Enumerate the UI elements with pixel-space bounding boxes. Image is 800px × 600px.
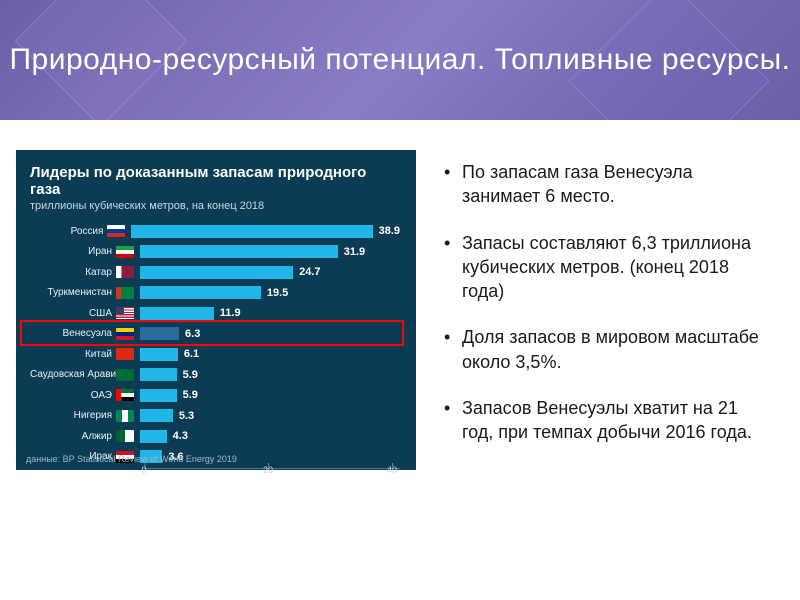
flag-icon xyxy=(116,328,134,340)
axis-tick: 0 xyxy=(141,465,146,475)
flag-icon xyxy=(116,246,134,258)
bar-country-label: Катар xyxy=(30,267,116,278)
bar-row: Катар 24.7 xyxy=(30,263,400,281)
chart-x-axis: 0 20 40 xyxy=(144,468,400,484)
bar-row: Китай 6.1 xyxy=(30,345,400,363)
flag-icon xyxy=(116,307,134,319)
bar-country-label: Туркменистан xyxy=(30,287,116,298)
flag-icon xyxy=(116,410,134,422)
slide-header: Природно-ресурсный потенциал. Топливные … xyxy=(0,0,800,120)
bar xyxy=(140,286,261,299)
bar-row: Нигерия 5.3 xyxy=(30,407,400,425)
flag-icon xyxy=(116,389,134,401)
bar-row: США 11.9 xyxy=(30,304,400,322)
bar-wrap: 38.9 xyxy=(131,222,400,240)
bar xyxy=(140,348,178,361)
bar xyxy=(140,266,293,279)
bar-wrap: 24.7 xyxy=(140,263,400,281)
bar-row: ОАЭ 5.9 xyxy=(30,386,400,404)
bar xyxy=(140,327,179,340)
bar-value: 5.9 xyxy=(183,369,198,381)
bar-value: 6.1 xyxy=(184,348,199,360)
bullet-list: По запасам газа Венесуэла занимает 6 мес… xyxy=(444,160,770,445)
flag-icon xyxy=(116,369,134,381)
bar-country-label: Венесуэла xyxy=(30,328,116,339)
bar xyxy=(140,389,177,402)
chart-source: данные: BP Statistical Review of World E… xyxy=(26,454,237,464)
bullet-item: По запасам газа Венесуэла занимает 6 мес… xyxy=(444,160,770,209)
bullet-item: Запасов Венесуэлы хватит на 21 год, при … xyxy=(444,396,770,445)
bar xyxy=(140,409,173,422)
flag-icon xyxy=(116,287,134,299)
bar-wrap: 6.1 xyxy=(140,345,400,363)
bar-country-label: Россия xyxy=(30,226,107,237)
bar-country-label: Саудовская Аравия xyxy=(30,369,116,380)
flag-icon xyxy=(107,225,125,237)
bar-country-label: США xyxy=(30,308,116,319)
bullet-item: Запасы составляют 6,3 триллиона кубическ… xyxy=(444,231,770,304)
slide-title: Природно-ресурсный потенциал. Топливные … xyxy=(9,41,790,79)
bar-wrap: 19.5 xyxy=(140,284,400,302)
axis-tick: 40 xyxy=(387,465,397,475)
bullet-item: Доля запасов в мировом масштабе около 3,… xyxy=(444,325,770,374)
bar xyxy=(131,225,372,238)
bar-value: 5.9 xyxy=(183,389,198,401)
bar-country-label: Нигерия xyxy=(30,410,116,421)
bar-country-label: ОАЭ xyxy=(30,390,116,401)
bar-country-label: Иран xyxy=(30,246,116,257)
flag-icon xyxy=(116,430,134,442)
axis-tick: 20 xyxy=(263,465,273,475)
bar-country-label: Китай xyxy=(30,349,116,360)
gas-reserves-chart: Лидеры по доказанным запасам природного … xyxy=(16,150,416,470)
bar-value: 5.3 xyxy=(179,410,194,422)
bar-wrap: 5.9 xyxy=(140,386,400,404)
bar-wrap: 31.9 xyxy=(140,243,400,261)
slide-content: Лидеры по доказанным запасам природного … xyxy=(0,120,800,470)
chart-subtitle: триллионы кубических метров, на конец 20… xyxy=(30,200,400,212)
flag-icon xyxy=(116,266,134,278)
bar-row: Саудовская Аравия 5.9 xyxy=(30,366,400,384)
bar-value: 24.7 xyxy=(299,266,320,278)
bar-row: Россия 38.9 xyxy=(30,222,400,240)
bullet-points: По запасам газа Венесуэла занимает 6 мес… xyxy=(444,150,770,470)
bar-country-label: Алжир xyxy=(30,431,116,442)
flag-icon xyxy=(116,348,134,360)
bar-row: Алжир 4.3 xyxy=(30,427,400,445)
bar-value: 31.9 xyxy=(344,246,365,258)
bar-wrap: 11.9 xyxy=(140,304,400,322)
bar-row: Иран 31.9 xyxy=(30,243,400,261)
bar-row: Венесуэла 6.3 xyxy=(30,325,400,343)
bar xyxy=(140,245,338,258)
bar-row: Туркменистан 19.5 xyxy=(30,284,400,302)
chart-bars: Россия 38.9 Иран 31.9 Катар 24.7 Туркменистан 1… xyxy=(30,222,400,466)
bar-wrap: 4.3 xyxy=(140,427,400,445)
bar-value: 4.3 xyxy=(173,430,188,442)
bar-value: 11.9 xyxy=(220,307,241,319)
bar-wrap: 5.9 xyxy=(140,366,400,384)
bar-value: 6.3 xyxy=(185,328,200,340)
bar-value: 38.9 xyxy=(379,225,400,237)
bar-value: 19.5 xyxy=(267,287,288,299)
bar xyxy=(140,430,167,443)
bar-wrap: 6.3 xyxy=(140,325,400,343)
bar-wrap: 5.3 xyxy=(140,407,400,425)
bar xyxy=(140,368,177,381)
chart-title: Лидеры по доказанным запасам природного … xyxy=(30,164,400,198)
bar xyxy=(140,307,214,320)
